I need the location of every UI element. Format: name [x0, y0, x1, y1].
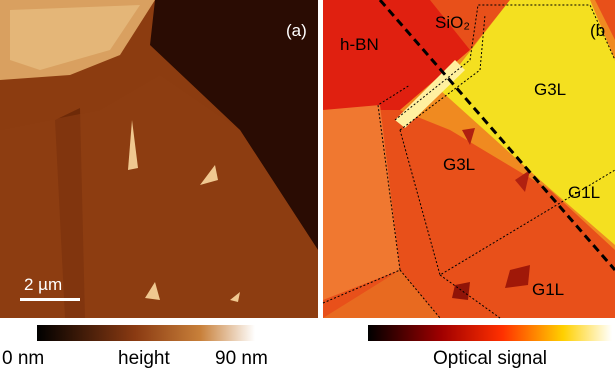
region-label: G3L [443, 155, 475, 174]
colorbar-title: height [118, 348, 170, 369]
colorbar-title: Optical signal [433, 348, 547, 369]
panel-b: h-BN SiO₂ G3L G3L G1L G1L (b [323, 0, 615, 318]
colorbar [368, 325, 612, 341]
colorbar-max-label: 90 nm [215, 348, 268, 369]
scale-bar [20, 298, 80, 301]
colorbar [37, 325, 255, 341]
region-label: h-BN [340, 35, 379, 54]
panel-label: (a) [286, 21, 307, 40]
scale-bar-label: 2 µm [24, 275, 62, 294]
region-label: G1L [532, 280, 564, 299]
colorbar-min-label: 0 nm [2, 348, 44, 369]
figure: (a) 2 µm h-BN SiO₂ G3L G3L G1L G1L (b [0, 0, 615, 370]
region-label: SiO₂ [435, 13, 470, 32]
region-label: G1L [568, 183, 600, 202]
region-label: G3L [534, 80, 566, 99]
panel-label: (b [590, 21, 605, 40]
panel-a: (a) 2 µm [0, 0, 318, 318]
